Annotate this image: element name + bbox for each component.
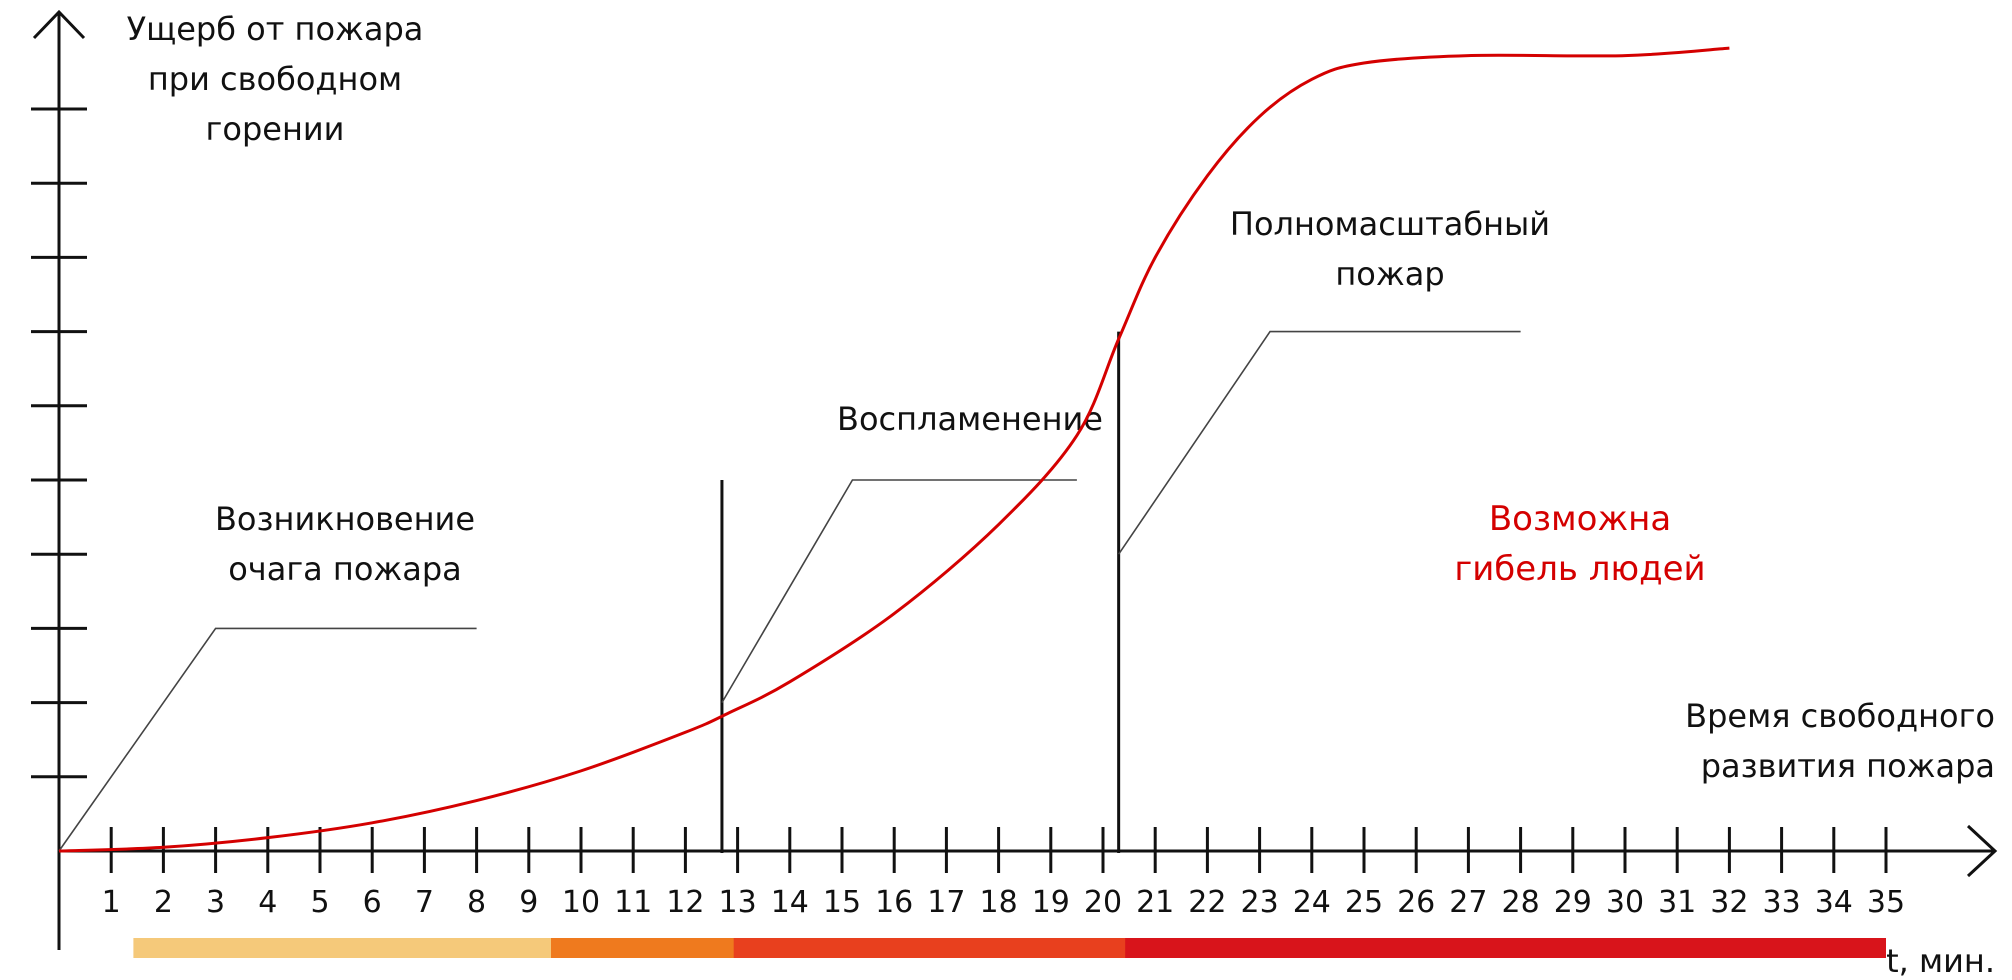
phase-bar-4: [1125, 938, 1886, 958]
x-tick-label-20: 20: [1084, 885, 1122, 920]
x-axis-label-line-1: Время свободного: [1685, 697, 1995, 735]
x-tick-label-33: 33: [1763, 885, 1801, 920]
x-tick-label-14: 14: [771, 885, 809, 920]
x-tick-label-34: 34: [1815, 885, 1853, 920]
x-tick-label-18: 18: [980, 885, 1018, 920]
x-tick-label-7: 7: [415, 885, 434, 920]
highlight-line-1: Возможна: [1489, 499, 1671, 539]
phase-bar-2: [551, 938, 738, 958]
x-tick-label-25: 25: [1345, 885, 1383, 920]
x-tick-label-5: 5: [310, 885, 329, 920]
x-tick-label-24: 24: [1293, 885, 1331, 920]
x-tick-label-28: 28: [1502, 885, 1540, 920]
series-line-1: [58, 46, 1730, 853]
y-axis-arrow: [32, 9, 86, 40]
x-axis-label-line-2: развития пожара: [1701, 747, 1995, 785]
y-axis-label-line-1: Ущерб от пожара: [127, 10, 424, 48]
x-axis-arrow: [1966, 824, 1998, 878]
x-tick-label-2: 2: [154, 885, 173, 920]
annotation-leader-2: [721, 479, 1077, 704]
x-tick-label-8: 8: [467, 885, 486, 920]
x-tick-label-26: 26: [1397, 885, 1435, 920]
phase-bar-1: [133, 938, 555, 958]
y-axis-label-line-3: горении: [206, 110, 345, 148]
x-tick-label-27: 27: [1449, 885, 1487, 920]
annotation-leader-1: [58, 627, 477, 852]
x-tick-label-3: 3: [206, 885, 225, 920]
x-tick-label-6: 6: [363, 885, 382, 920]
x-tick-label-1: 1: [102, 885, 121, 920]
annotation-1-line-2: очага пожара: [228, 550, 462, 588]
x-tick-label-10: 10: [562, 885, 600, 920]
x-tick-label-31: 31: [1658, 885, 1696, 920]
phase-bar-3: [733, 938, 1130, 958]
annotation-3-line-2: пожар: [1335, 255, 1444, 293]
x-tick-label-4: 4: [258, 885, 277, 920]
x-tick-label-19: 19: [1032, 885, 1070, 920]
x-tick-label-11: 11: [614, 885, 652, 920]
x-tick-label-12: 12: [666, 885, 704, 920]
annotation-leader-3: [1117, 330, 1521, 555]
x-axis-unit: t, мин.: [1886, 942, 1995, 980]
x-tick-label-17: 17: [927, 885, 965, 920]
x-tick-label-21: 21: [1136, 885, 1174, 920]
x-tick-label-23: 23: [1241, 885, 1279, 920]
x-tick-label-9: 9: [519, 885, 538, 920]
highlight-line-2: гибель людей: [1454, 549, 1705, 589]
annotation-1-line-1: Возникновение: [215, 500, 475, 538]
y-axis-label-line-2: при свободном: [148, 60, 402, 98]
annotation-2-line-1: Воспламенение: [837, 400, 1103, 438]
x-tick-label-22: 22: [1188, 885, 1226, 920]
x-tick-label-29: 29: [1554, 885, 1592, 920]
x-tick-label-16: 16: [875, 885, 913, 920]
x-tick-label-30: 30: [1606, 885, 1644, 920]
x-tick-label-32: 32: [1710, 885, 1748, 920]
annotation-3-line-1: Полномасштабный: [1230, 205, 1550, 243]
x-tick-label-35: 35: [1867, 885, 1905, 920]
x-tick-label-15: 15: [823, 885, 861, 920]
x-tick-label-13: 13: [719, 885, 757, 920]
